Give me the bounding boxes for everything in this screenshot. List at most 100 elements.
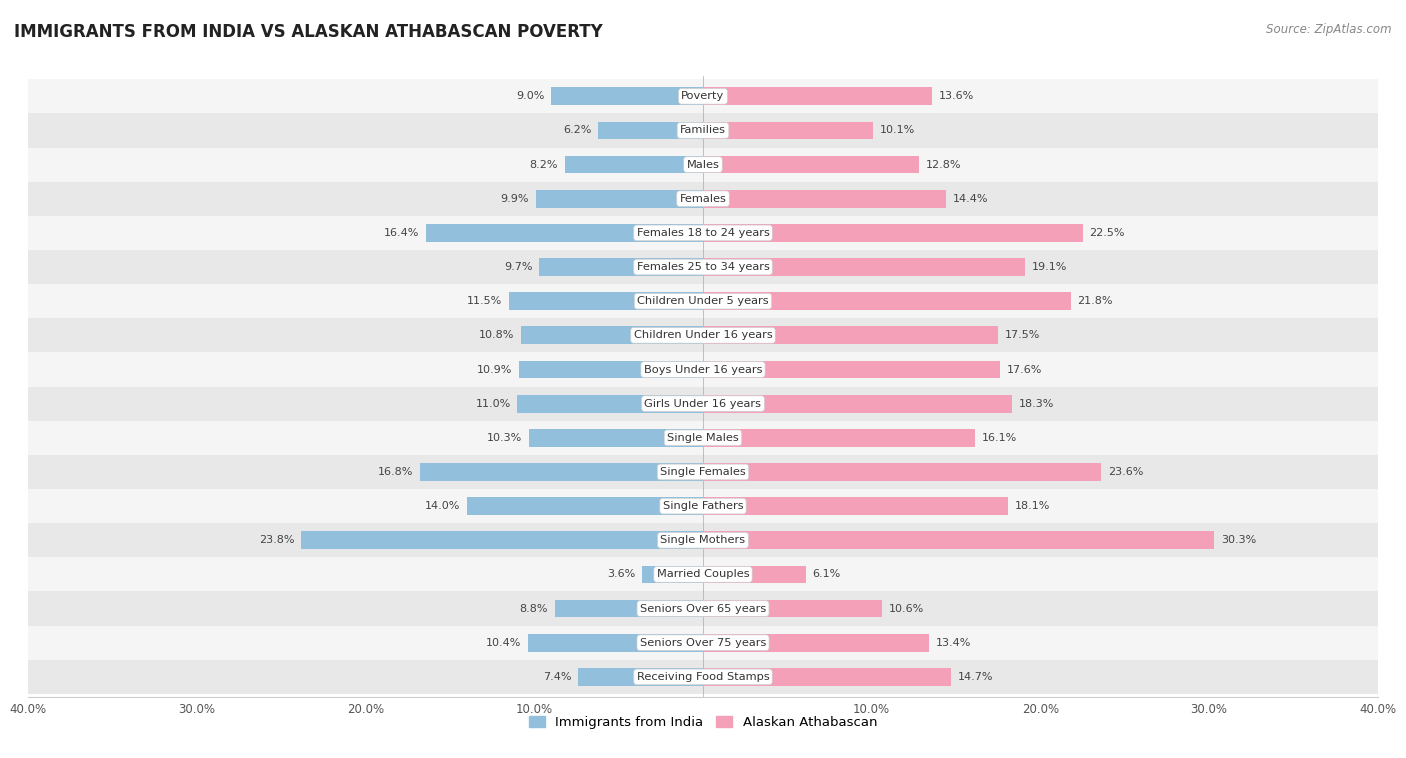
Bar bbox=[28, 523, 1378, 557]
Text: 10.6%: 10.6% bbox=[889, 603, 924, 613]
Text: 17.6%: 17.6% bbox=[1007, 365, 1042, 374]
Bar bbox=[703, 293, 1071, 310]
Bar bbox=[28, 148, 1378, 182]
Text: Married Couples: Married Couples bbox=[657, 569, 749, 579]
Bar bbox=[28, 489, 1378, 523]
Bar bbox=[301, 531, 703, 549]
Bar bbox=[509, 293, 703, 310]
Bar bbox=[520, 327, 703, 344]
Text: Children Under 16 years: Children Under 16 years bbox=[634, 330, 772, 340]
Bar bbox=[28, 250, 1378, 284]
Text: IMMIGRANTS FROM INDIA VS ALASKAN ATHABASCAN POVERTY: IMMIGRANTS FROM INDIA VS ALASKAN ATHABAS… bbox=[14, 23, 603, 41]
Text: 30.3%: 30.3% bbox=[1220, 535, 1256, 545]
Bar bbox=[703, 668, 950, 686]
Text: Girls Under 16 years: Girls Under 16 years bbox=[644, 399, 762, 409]
Bar bbox=[703, 258, 1025, 276]
Bar bbox=[551, 87, 703, 105]
Bar bbox=[703, 190, 946, 208]
Bar bbox=[578, 668, 703, 686]
Text: 21.8%: 21.8% bbox=[1077, 296, 1114, 306]
Bar bbox=[517, 395, 703, 412]
Bar bbox=[28, 557, 1378, 591]
Bar bbox=[703, 565, 806, 584]
Text: 22.5%: 22.5% bbox=[1090, 228, 1125, 238]
Text: Seniors Over 65 years: Seniors Over 65 years bbox=[640, 603, 766, 613]
Bar bbox=[703, 224, 1083, 242]
Bar bbox=[28, 659, 1378, 694]
Text: 17.5%: 17.5% bbox=[1005, 330, 1040, 340]
Bar bbox=[467, 497, 703, 515]
Bar bbox=[28, 318, 1378, 352]
Text: Females 18 to 24 years: Females 18 to 24 years bbox=[637, 228, 769, 238]
Bar bbox=[419, 463, 703, 481]
Text: Females 25 to 34 years: Females 25 to 34 years bbox=[637, 262, 769, 272]
Bar bbox=[703, 155, 920, 174]
Text: 8.8%: 8.8% bbox=[519, 603, 548, 613]
Text: 10.1%: 10.1% bbox=[880, 125, 915, 136]
Bar bbox=[28, 80, 1378, 114]
Text: Single Females: Single Females bbox=[661, 467, 745, 477]
Text: 10.3%: 10.3% bbox=[488, 433, 523, 443]
Bar bbox=[536, 190, 703, 208]
Bar bbox=[28, 284, 1378, 318]
Text: 13.4%: 13.4% bbox=[936, 637, 972, 648]
Text: Poverty: Poverty bbox=[682, 91, 724, 102]
Bar bbox=[554, 600, 703, 618]
Text: 14.0%: 14.0% bbox=[425, 501, 460, 511]
Bar bbox=[703, 463, 1101, 481]
Bar bbox=[426, 224, 703, 242]
Bar bbox=[599, 121, 703, 139]
Bar bbox=[703, 634, 929, 652]
Bar bbox=[703, 121, 873, 139]
Bar bbox=[540, 258, 703, 276]
Bar bbox=[28, 114, 1378, 148]
Bar bbox=[28, 625, 1378, 659]
Text: 3.6%: 3.6% bbox=[607, 569, 636, 579]
Text: 6.1%: 6.1% bbox=[813, 569, 841, 579]
Text: Source: ZipAtlas.com: Source: ZipAtlas.com bbox=[1267, 23, 1392, 36]
Text: 10.4%: 10.4% bbox=[485, 637, 520, 648]
Bar bbox=[703, 327, 998, 344]
Text: 16.1%: 16.1% bbox=[981, 433, 1017, 443]
Text: Seniors Over 75 years: Seniors Over 75 years bbox=[640, 637, 766, 648]
Text: 11.5%: 11.5% bbox=[467, 296, 502, 306]
Bar bbox=[703, 361, 1000, 378]
Bar bbox=[643, 565, 703, 584]
Bar bbox=[529, 429, 703, 446]
Bar bbox=[28, 591, 1378, 625]
Text: 9.9%: 9.9% bbox=[501, 194, 529, 204]
Text: 13.6%: 13.6% bbox=[939, 91, 974, 102]
Legend: Immigrants from India, Alaskan Athabascan: Immigrants from India, Alaskan Athabasca… bbox=[523, 711, 883, 735]
Bar bbox=[28, 455, 1378, 489]
Text: 7.4%: 7.4% bbox=[543, 672, 571, 682]
Bar bbox=[28, 182, 1378, 216]
Text: 16.4%: 16.4% bbox=[384, 228, 419, 238]
Text: 12.8%: 12.8% bbox=[925, 160, 962, 170]
Bar bbox=[703, 395, 1012, 412]
Bar bbox=[527, 634, 703, 652]
Text: Single Mothers: Single Mothers bbox=[661, 535, 745, 545]
Bar bbox=[703, 497, 1008, 515]
Text: 18.1%: 18.1% bbox=[1015, 501, 1050, 511]
Text: 11.0%: 11.0% bbox=[475, 399, 510, 409]
Text: 14.7%: 14.7% bbox=[957, 672, 993, 682]
Text: 6.2%: 6.2% bbox=[564, 125, 592, 136]
Text: Children Under 5 years: Children Under 5 years bbox=[637, 296, 769, 306]
Bar bbox=[28, 216, 1378, 250]
Text: 10.9%: 10.9% bbox=[477, 365, 512, 374]
Text: 23.8%: 23.8% bbox=[259, 535, 295, 545]
Text: Females: Females bbox=[679, 194, 727, 204]
Text: Single Fathers: Single Fathers bbox=[662, 501, 744, 511]
Text: 8.2%: 8.2% bbox=[530, 160, 558, 170]
Text: Single Males: Single Males bbox=[666, 433, 740, 443]
Text: Receiving Food Stamps: Receiving Food Stamps bbox=[637, 672, 769, 682]
Bar bbox=[703, 429, 974, 446]
Text: 10.8%: 10.8% bbox=[478, 330, 515, 340]
Bar bbox=[28, 421, 1378, 455]
Text: 9.7%: 9.7% bbox=[505, 262, 533, 272]
Bar bbox=[519, 361, 703, 378]
Bar bbox=[703, 87, 932, 105]
Bar bbox=[565, 155, 703, 174]
Bar bbox=[28, 352, 1378, 387]
Text: Males: Males bbox=[686, 160, 720, 170]
